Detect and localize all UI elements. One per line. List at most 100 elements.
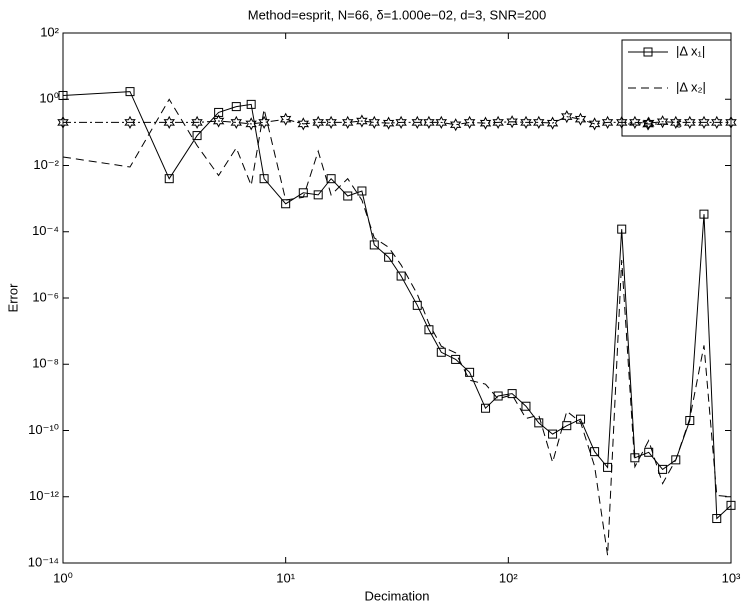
marker-square bbox=[548, 429, 558, 439]
marker-square bbox=[436, 347, 446, 357]
marker-square bbox=[424, 325, 434, 335]
y-tick-label: 10⁻¹⁰ bbox=[28, 422, 59, 437]
marker-square bbox=[658, 464, 668, 474]
marker-star bbox=[616, 115, 628, 129]
marker-star bbox=[382, 116, 395, 130]
marker-star bbox=[258, 115, 270, 129]
marker-star bbox=[533, 115, 545, 129]
marker-star bbox=[191, 115, 203, 129]
marker-star bbox=[435, 115, 448, 129]
x-tick-label: 10¹ bbox=[276, 570, 295, 585]
marker-star bbox=[711, 115, 723, 129]
marker-star bbox=[506, 115, 518, 129]
marker-square bbox=[685, 416, 695, 426]
marker-star bbox=[479, 116, 492, 130]
y-tick-label: 10⁻¹² bbox=[29, 488, 60, 503]
marker-star bbox=[588, 117, 601, 131]
marker-square bbox=[384, 252, 394, 262]
marker-square bbox=[481, 403, 491, 413]
marker-square bbox=[369, 240, 379, 250]
marker-star bbox=[642, 117, 654, 131]
y-tick-label: 10⁻⁸ bbox=[32, 356, 59, 371]
marker-star bbox=[656, 115, 669, 129]
marker-star bbox=[546, 116, 559, 130]
marker-square bbox=[630, 453, 640, 463]
marker-star bbox=[279, 112, 292, 126]
marker-square bbox=[326, 174, 336, 184]
marker-star bbox=[574, 112, 587, 126]
marker-square bbox=[343, 191, 353, 201]
marker-square bbox=[712, 514, 722, 524]
marker-square bbox=[590, 447, 600, 457]
y-tick-label: 10⁻⁴ bbox=[32, 223, 59, 238]
marker-square bbox=[521, 401, 531, 411]
legend-label: ε bbox=[676, 115, 682, 130]
marker-square bbox=[396, 271, 406, 281]
marker-square bbox=[451, 354, 461, 364]
marker-square bbox=[643, 47, 653, 57]
marker-square bbox=[164, 174, 174, 184]
marker-square bbox=[671, 455, 681, 465]
x-axis-label: Decimation bbox=[364, 588, 429, 603]
marker-square bbox=[534, 418, 544, 428]
marker-star bbox=[297, 117, 310, 131]
marker-star bbox=[411, 115, 423, 129]
marker-star bbox=[423, 115, 435, 129]
marker-square bbox=[246, 99, 256, 109]
marker-star bbox=[245, 117, 257, 131]
marker-star bbox=[463, 115, 476, 129]
series-line bbox=[63, 116, 731, 126]
marker-star bbox=[449, 118, 462, 132]
marker-star bbox=[368, 115, 380, 129]
marker-square bbox=[58, 90, 68, 100]
marker-star bbox=[629, 115, 641, 129]
marker-star bbox=[163, 115, 175, 129]
y-tick-label: 10⁻² bbox=[33, 157, 59, 172]
marker-star bbox=[698, 115, 710, 129]
legend-label: |Δ x₂| bbox=[676, 79, 706, 94]
marker-square bbox=[357, 186, 367, 196]
y-tick-label: 10² bbox=[40, 24, 59, 39]
x-tick-label: 10³ bbox=[722, 570, 741, 585]
x-tick-label: 10⁰ bbox=[53, 570, 73, 585]
marker-star bbox=[684, 115, 696, 129]
marker-star bbox=[670, 115, 682, 129]
marker-square bbox=[281, 199, 291, 209]
marker-square bbox=[617, 224, 627, 234]
marker-star bbox=[230, 115, 242, 129]
marker-square bbox=[726, 500, 736, 510]
marker-star bbox=[212, 114, 225, 128]
marker-star bbox=[325, 115, 337, 129]
legend-label: |Δ x₁| bbox=[676, 43, 705, 58]
y-tick-label: 10⁻⁶ bbox=[32, 289, 59, 304]
marker-star bbox=[395, 115, 407, 129]
marker-star bbox=[342, 115, 354, 129]
chart-title: Method=esprit, N=66, δ=1.000e−02, d=3, S… bbox=[248, 7, 547, 22]
x-tick-label: 10² bbox=[499, 570, 518, 585]
y-tick-label: 10⁰ bbox=[39, 91, 59, 106]
marker-square bbox=[699, 209, 709, 219]
marker-star bbox=[356, 114, 368, 128]
marker-square bbox=[125, 87, 135, 97]
marker-square bbox=[562, 421, 572, 431]
marker-square bbox=[231, 102, 241, 112]
marker-star bbox=[561, 110, 573, 124]
marker-square bbox=[507, 389, 517, 399]
series-line bbox=[62, 98, 732, 556]
marker-star bbox=[312, 115, 324, 129]
marker-star bbox=[725, 115, 737, 129]
y-tick-label: 10⁻¹⁴ bbox=[28, 554, 59, 569]
marker-star bbox=[124, 115, 136, 129]
marker-square bbox=[412, 300, 422, 310]
marker-square bbox=[313, 190, 323, 200]
marker-star bbox=[57, 115, 69, 129]
marker-star bbox=[601, 115, 614, 129]
y-axis-label: Error bbox=[5, 283, 20, 313]
series-line bbox=[62, 91, 732, 520]
marker-star bbox=[492, 115, 504, 129]
marker-square bbox=[259, 174, 269, 184]
marker-square bbox=[493, 391, 503, 401]
marker-star bbox=[520, 115, 532, 129]
marker-square bbox=[192, 131, 202, 141]
